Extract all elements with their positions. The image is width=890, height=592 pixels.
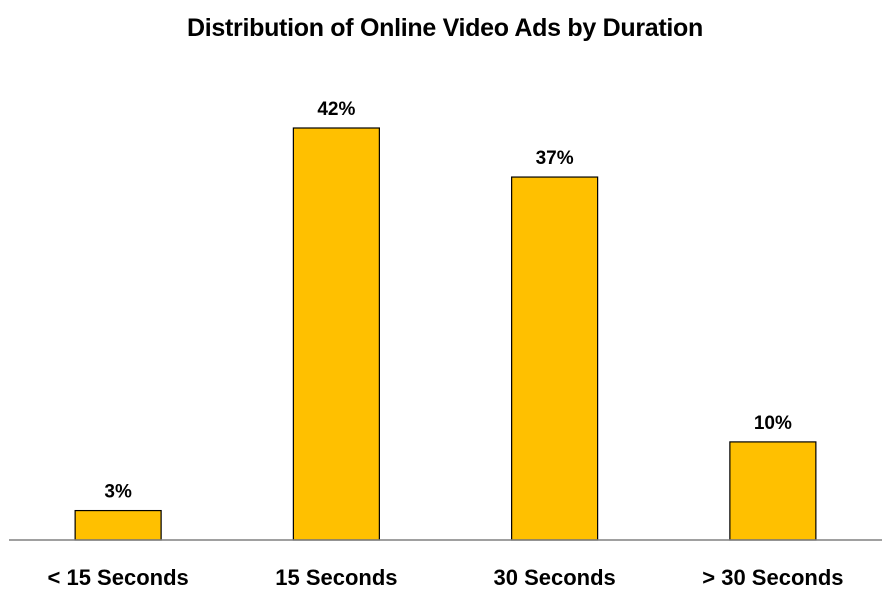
data-label: 42% [317,99,355,120]
bar [74,509,162,541]
bar [511,176,599,541]
bar [292,127,380,541]
x-tick-label: < 15 Seconds [48,565,189,590]
data-label: 10% [754,413,792,434]
x-tick-label: > 30 Seconds [702,565,843,590]
x-tick-label: 30 Seconds [493,565,615,590]
chart-title: Distribution of Online Video Ads by Dura… [187,14,703,42]
bar [729,441,817,541]
data-label: 37% [536,148,574,169]
x-tick-label: 15 Seconds [275,565,397,590]
data-label: 3% [104,482,132,503]
